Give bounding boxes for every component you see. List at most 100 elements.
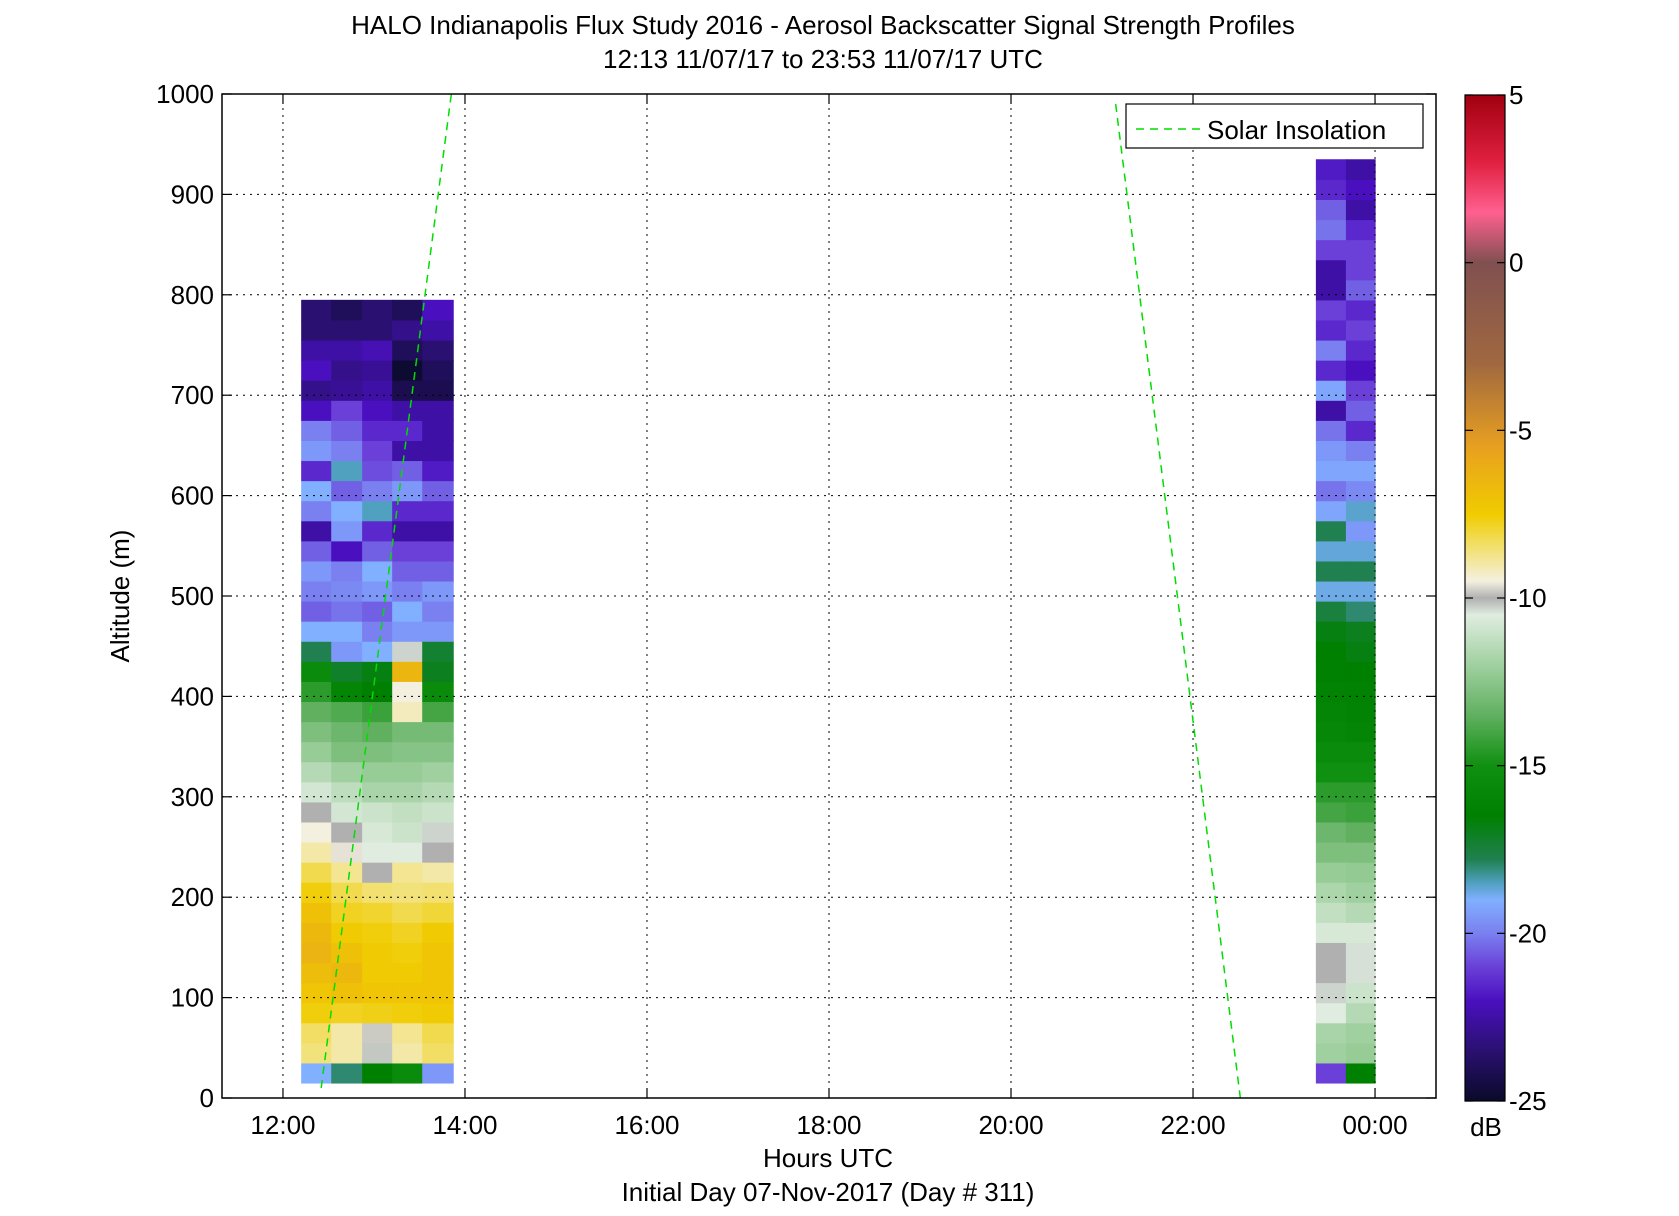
heatmap-cell [362, 841, 393, 863]
heatmap-cell [1315, 540, 1347, 562]
y-tick-label: 500 [171, 581, 214, 611]
heatmap-cell [362, 922, 393, 943]
y-tick-label: 200 [171, 882, 214, 912]
heatmap-cell [1315, 319, 1347, 341]
heatmap-cell [1315, 480, 1347, 502]
heatmap-cell [392, 400, 423, 421]
heatmap-cell [392, 701, 423, 723]
heatmap-cell [301, 801, 332, 823]
heatmap-cell [1345, 721, 1376, 743]
heatmap-cell [1345, 460, 1376, 482]
heatmap-cell [422, 540, 454, 562]
heatmap-cell [422, 761, 454, 783]
heatmap-cell [1345, 440, 1376, 462]
heatmap-cell [422, 1042, 454, 1064]
heatmap-cell [1315, 1002, 1347, 1024]
heatmap-cell [1315, 681, 1347, 703]
heatmap-cell [301, 460, 332, 482]
heatmap-cell [392, 380, 423, 401]
heatmap-cell [422, 922, 454, 943]
heatmap-cell [1345, 480, 1376, 502]
heatmap-cell [422, 841, 454, 863]
heatmap-cell [331, 360, 363, 381]
heatmap-cell [392, 1022, 423, 1044]
heatmap-cell [392, 841, 423, 863]
y-tick-label: 100 [171, 983, 214, 1013]
heatmap-cell [422, 1022, 454, 1044]
heatmap-cell [362, 1062, 393, 1084]
heatmap-cell [1345, 1002, 1376, 1024]
heatmap-cell [301, 821, 332, 843]
heatmap-cell [422, 440, 454, 462]
heatmap-cell [362, 500, 393, 522]
heatmap-cell [362, 380, 393, 401]
heatmap-cell [362, 339, 393, 361]
heatmap-cell [1345, 982, 1376, 1004]
heatmap-cell [1345, 962, 1376, 984]
heatmap-cell [1345, 862, 1376, 883]
heatmap-cell [1345, 279, 1376, 301]
heatmap-cell [362, 982, 393, 1004]
heatmap-cell [392, 741, 423, 763]
heatmap-cell [301, 942, 332, 964]
heatmap-cell [392, 661, 423, 682]
heatmap-cell [301, 1022, 332, 1044]
heatmap-cell [1315, 902, 1347, 923]
heatmap-cell [362, 520, 393, 542]
heatmap-cell [1315, 641, 1347, 662]
y-axis-ticks: 0 100 200 300 400 500 600 700 800 900 1000 [156, 79, 1436, 1113]
heatmap-cell [331, 299, 363, 321]
heatmap-cell [1315, 159, 1347, 180]
x-tick-label: 18:00 [796, 1110, 861, 1140]
heatmap-cell [1345, 882, 1376, 903]
heatmap-cell [1345, 841, 1376, 863]
heatmap-cell [1315, 841, 1347, 863]
heatmap-cell [1315, 882, 1347, 903]
heatmap-cell [331, 339, 363, 361]
heatmap-cell [1345, 259, 1376, 281]
heatmap-cell [301, 841, 332, 863]
heatmap-cell [1315, 862, 1347, 883]
heatmap-cell [362, 540, 393, 562]
heatmap-cell [362, 821, 393, 843]
heatmap-cell [1315, 922, 1347, 943]
heatmap-cell [422, 721, 454, 743]
heatmap-cell [331, 781, 363, 803]
heatmap-cell [1315, 219, 1347, 241]
heatmap-cell [1315, 400, 1347, 421]
heatmap-cell [331, 761, 363, 783]
heatmap-cell [392, 882, 423, 903]
heatmap-cell [301, 721, 332, 743]
heatmap-cell [362, 661, 393, 682]
heatmap-cell [331, 1042, 363, 1064]
heatmap-cell [1345, 239, 1376, 261]
heatmap-cell [1315, 299, 1347, 321]
heatmap-cell [362, 741, 393, 763]
heatmap-cell [392, 601, 423, 622]
heatmap-cell [331, 641, 363, 662]
heatmap-cell [422, 380, 454, 401]
legend: Solar Insolation [1125, 103, 1424, 149]
heatmap-cell [1315, 701, 1347, 723]
colorbar-ticks: 5 0 -5 -10 -15 -20 -25 [1465, 80, 1547, 1116]
heatmap-cell [1345, 319, 1376, 341]
heatmap-cell [422, 982, 454, 1004]
heatmap-cell [301, 500, 332, 522]
heatmap-cell [392, 360, 423, 381]
heatmap-cell [422, 560, 454, 582]
heatmap-cell [1315, 942, 1347, 964]
heatmap-cell [422, 520, 454, 542]
heatmap-cell [301, 882, 332, 903]
heatmap-cell [422, 681, 454, 703]
heatmap-cell [1345, 781, 1376, 803]
heatmap-cell [1315, 1022, 1347, 1044]
heatmap-cell [1345, 380, 1376, 401]
heatmap-cell [1345, 661, 1376, 682]
heatmap-cell [1315, 380, 1347, 401]
heatmap-cell [1315, 801, 1347, 823]
heatmap-cell [362, 299, 393, 321]
heatmap-cell [1345, 420, 1376, 441]
heatmap-cell [301, 761, 332, 783]
heatmap-cell [331, 380, 363, 401]
heatmap-cell [362, 360, 393, 381]
